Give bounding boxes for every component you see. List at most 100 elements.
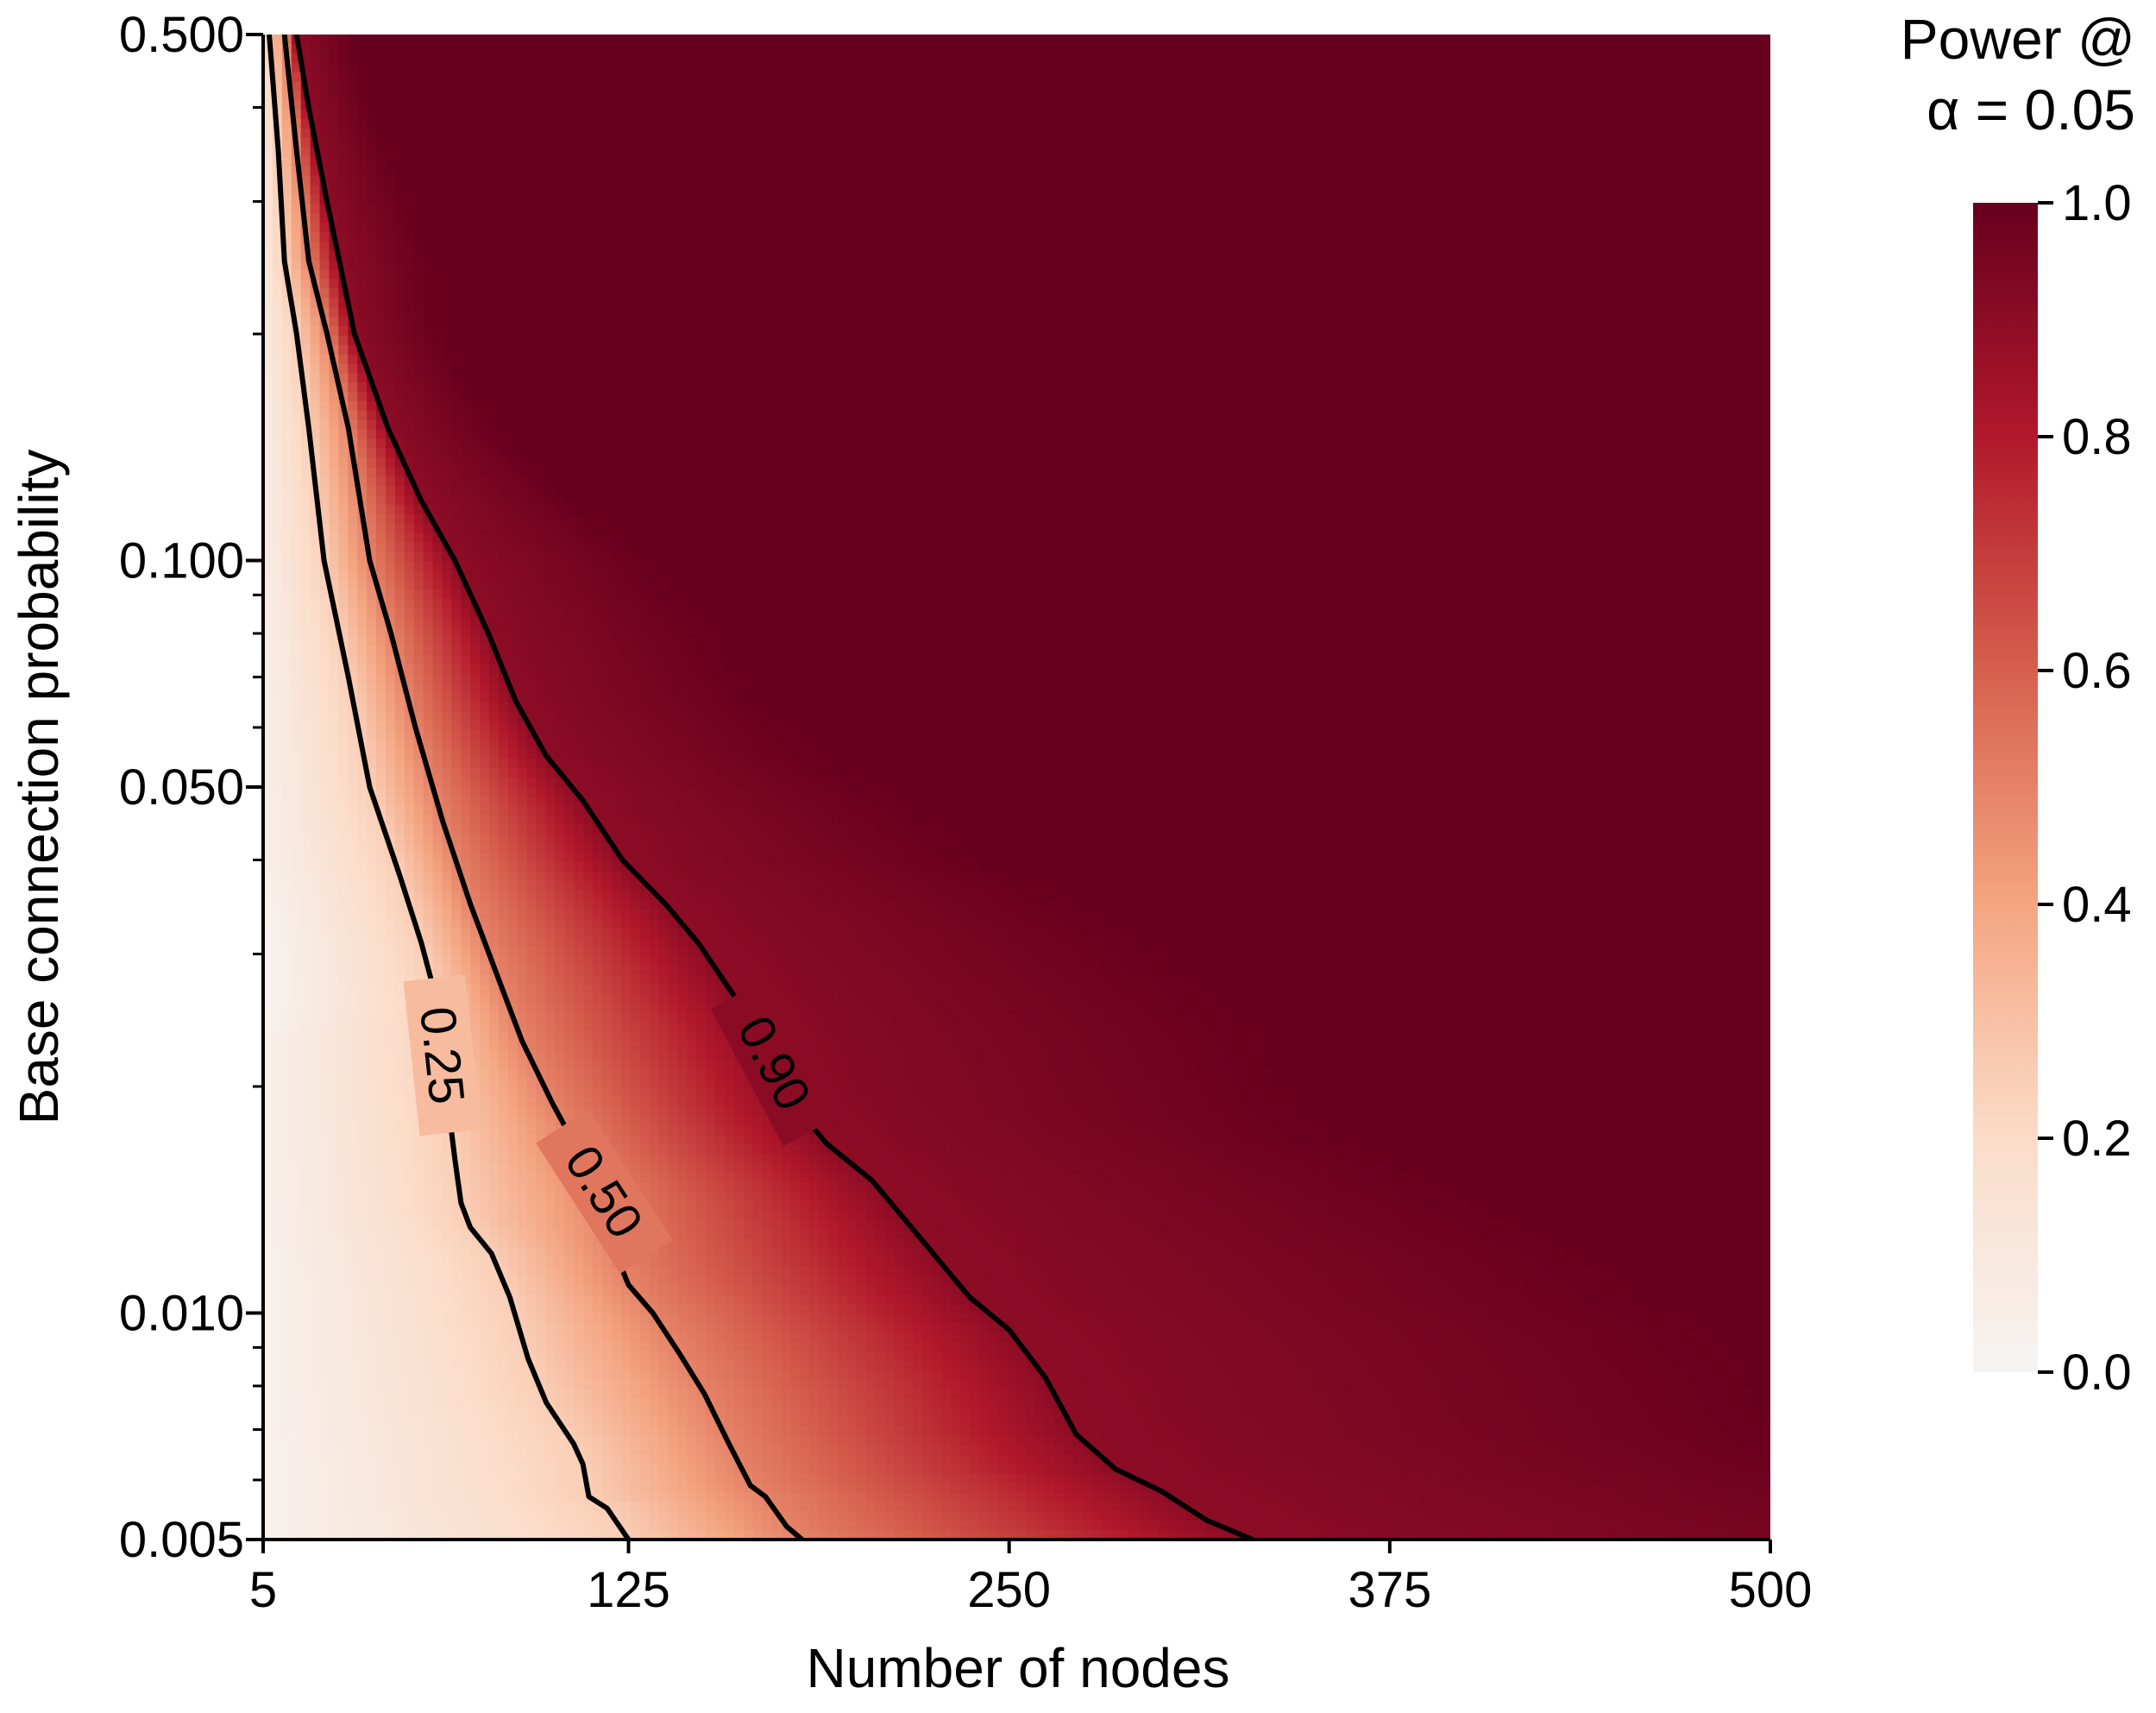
heat-cell: [611, 937, 622, 948]
heat-cell: [367, 749, 377, 759]
heat-cell: [376, 542, 387, 553]
heat-cell: [451, 872, 462, 882]
heat-cell: [1148, 1050, 1159, 1061]
heat-cell: [376, 749, 387, 759]
heat-cell: [771, 759, 783, 769]
heat-cell: [272, 580, 283, 590]
heat-cell: [300, 730, 311, 741]
heat-cell: [856, 843, 867, 853]
heat-cell: [1082, 928, 1093, 938]
heat-cell: [329, 862, 339, 872]
heat-cell: [639, 787, 651, 797]
heat-cell: [498, 843, 509, 853]
heat-cell: [310, 53, 321, 64]
heat-cell: [348, 627, 358, 638]
heat-cell: [319, 937, 330, 948]
heat-cell: [790, 956, 801, 967]
heat-cell: [602, 843, 613, 853]
heat-cell: [263, 711, 273, 722]
heat-cell: [846, 1041, 858, 1051]
heat-cell: [451, 429, 462, 440]
heat-cell: [517, 937, 528, 948]
heat-cell: [1177, 1031, 1187, 1042]
heat-cell: [1016, 1003, 1028, 1014]
heat-cell: [555, 899, 565, 910]
heat-cell: [394, 918, 405, 929]
heat-cell: [526, 834, 537, 844]
heat-cell: [404, 768, 415, 778]
heat-cell: [498, 768, 509, 778]
heat-cell: [281, 223, 292, 233]
heat-cell: [1045, 909, 1055, 920]
heat-cell: [978, 975, 990, 986]
heat-cell: [658, 664, 669, 675]
heat-cell: [574, 824, 584, 835]
heat-cell: [338, 730, 349, 741]
heat-cell: [639, 664, 651, 675]
heat-cell: [376, 711, 387, 722]
heat-cell: [602, 787, 613, 797]
heat-cell: [451, 646, 462, 656]
heat-cell: [743, 918, 754, 929]
heat-cell: [771, 928, 783, 938]
heat-cell: [281, 344, 292, 356]
heat-cell: [978, 872, 990, 882]
heat-cell: [480, 862, 490, 872]
heat-cell: [319, 890, 330, 901]
heat-cell: [291, 918, 302, 929]
heat-cell: [630, 956, 641, 967]
heat-cell: [951, 937, 961, 948]
heat-cell: [639, 1041, 651, 1051]
heat-cell: [743, 824, 754, 835]
heat-cell: [357, 683, 368, 694]
heat-cell: [602, 1041, 613, 1051]
heat-cell: [451, 834, 462, 844]
heat-cell: [507, 627, 519, 638]
heat-cell: [348, 411, 358, 421]
heat-cell: [338, 156, 349, 167]
heat-cell: [329, 307, 339, 318]
heat-cell: [752, 796, 764, 807]
heat-cell: [423, 843, 434, 853]
heat-cell: [272, 288, 283, 299]
heat-cell: [752, 749, 764, 759]
heat-cell: [461, 419, 471, 431]
heat-cell: [263, 279, 273, 289]
heat-cell: [291, 260, 302, 271]
heat-cell: [451, 824, 462, 835]
heat-cell: [846, 890, 858, 901]
heat-cell: [470, 617, 481, 628]
heat-cell: [404, 730, 415, 741]
heat-cell: [658, 768, 669, 778]
heat-cell: [884, 1050, 896, 1061]
heat-cell: [385, 815, 396, 826]
heat-cell: [932, 984, 942, 995]
heat-cell: [639, 796, 651, 807]
heat-cell: [442, 505, 452, 515]
heat-cell: [348, 947, 358, 957]
heat-cell: [451, 486, 462, 496]
heat-cell: [1045, 1060, 1055, 1070]
heat-cell: [338, 599, 349, 609]
heat-cell: [338, 354, 349, 365]
heat-cell: [828, 843, 839, 853]
heat-cell: [1007, 937, 1018, 948]
heat-cell: [394, 551, 405, 562]
heat-cell: [884, 956, 896, 967]
heat-cell: [706, 646, 716, 656]
heat-cell: [1120, 993, 1131, 1004]
heat-cell: [706, 655, 716, 665]
heat-cell: [394, 354, 405, 365]
heat-cell: [988, 975, 999, 986]
heat-cell: [639, 1060, 651, 1070]
heat-cell: [715, 721, 726, 732]
heat-cell: [291, 928, 302, 938]
heat-cell: [281, 137, 292, 148]
heat-cell: [630, 721, 641, 732]
heat-cell: [649, 899, 660, 910]
heat-cell: [489, 589, 500, 600]
heat-cell: [564, 787, 575, 797]
heat-cell: [394, 1050, 405, 1061]
heat-cell: [394, 250, 405, 261]
heat-cell: [329, 1050, 339, 1061]
